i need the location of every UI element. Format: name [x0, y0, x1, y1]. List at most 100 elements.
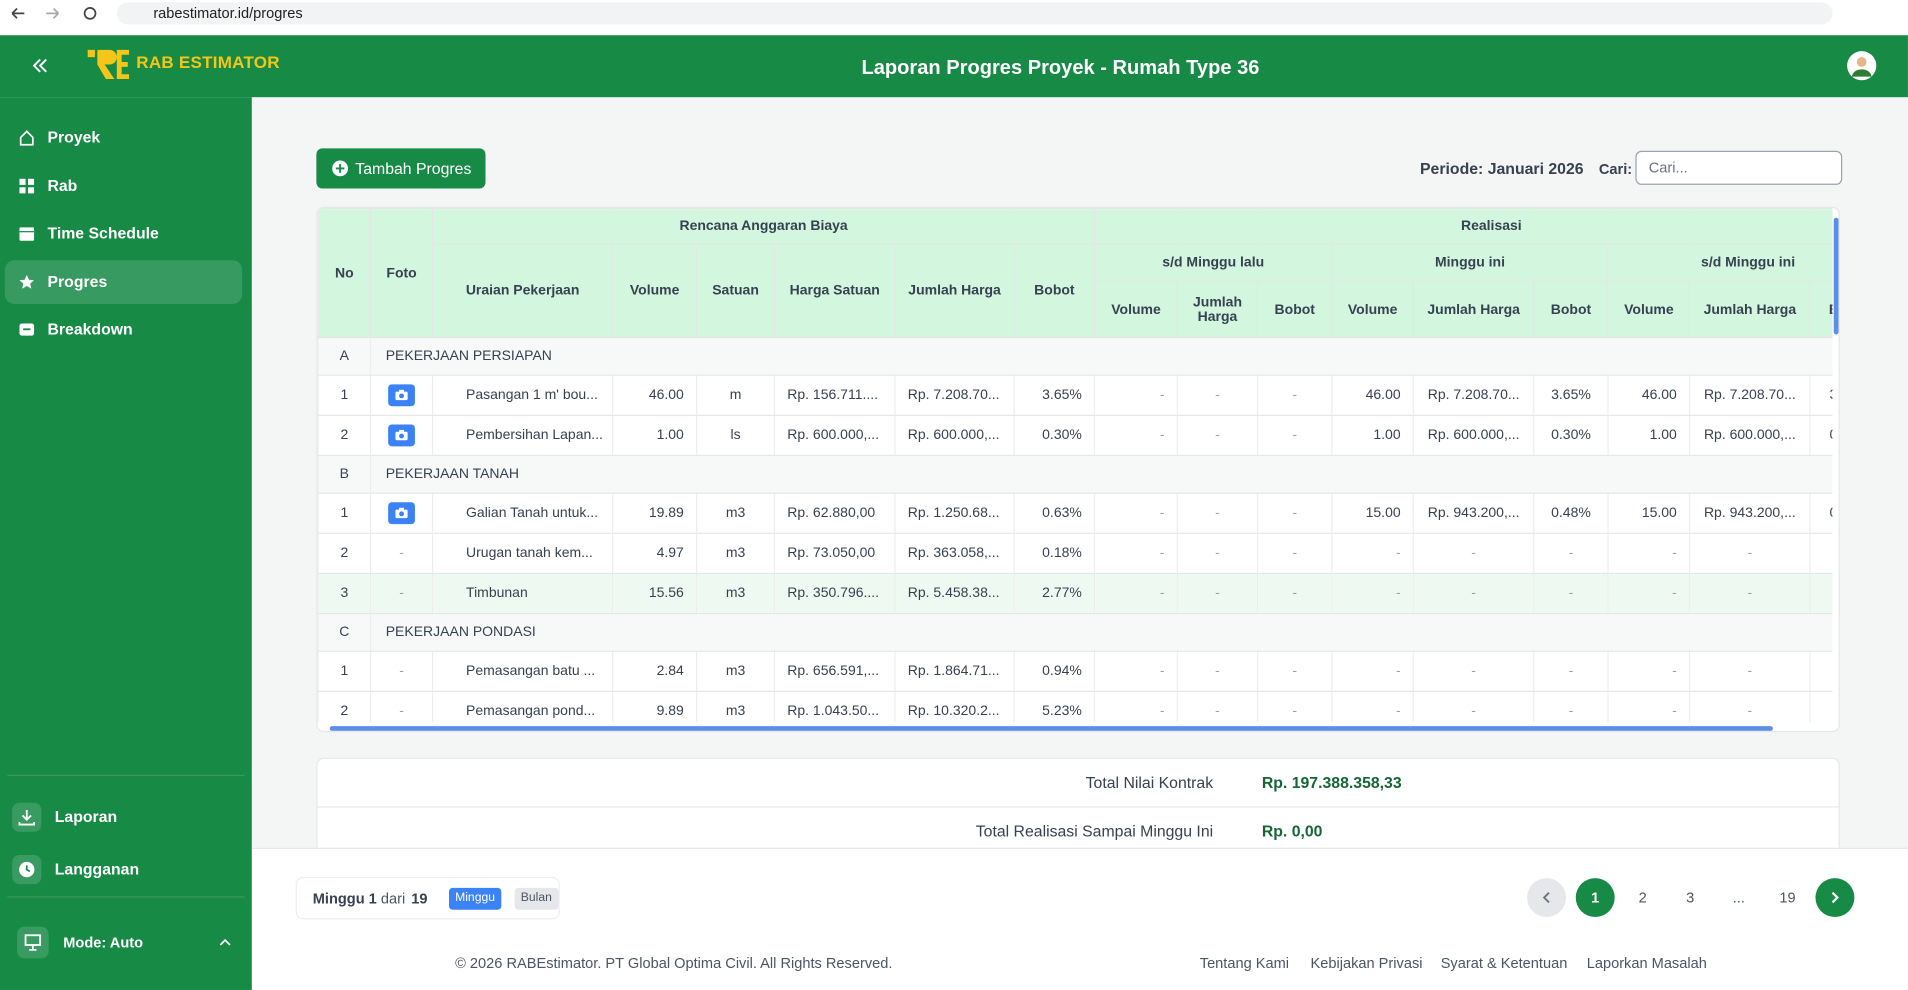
collapse-icon[interactable] — [32, 57, 49, 74]
data-cell: Rp. 1.864.71... — [894, 651, 1015, 693]
mode-toggle[interactable]: Mode: Auto — [12, 921, 249, 965]
page-button[interactable]: 19 — [1779, 889, 1796, 907]
browser-bar: rabestimator.id/progres — [0, 0, 1908, 37]
data-cell: m3 — [696, 691, 775, 723]
page-button[interactable]: ... — [1732, 889, 1745, 907]
table-head: No Foto Rencana Anggaran Biaya Realisasi Ura… — [317, 207, 1833, 339]
horizontal-scrollbar[interactable] — [329, 726, 1773, 731]
menu-label: Laporan — [54, 807, 118, 826]
menu-item[interactable]: Rab — [5, 164, 242, 208]
add-progress-button[interactable]: Tambah Progres — [316, 148, 486, 189]
footer: © 2026 RABEstimator. PT Global Optima Ci… — [251, 936, 1908, 990]
header-cell: Volume — [1093, 280, 1178, 339]
data-cell: Rp. 7.208.70... — [894, 375, 1015, 416]
menu-item[interactable]: Progres — [4, 259, 243, 304]
data-cell: - — [1176, 493, 1258, 534]
url-bar[interactable]: rabestimator.id/progres — [116, 2, 1833, 25]
data-cell: - — [1093, 375, 1178, 416]
header-cell: Jumlah Harga — [1689, 280, 1811, 339]
header-cell: Foto — [369, 207, 434, 339]
data-cell: Urugan tanah kem... — [431, 533, 613, 575]
footer-link[interactable]: Tentang Kami — [1199, 954, 1290, 972]
brand: RAB ESTIMATOR — [136, 52, 280, 72]
next-page[interactable] — [1815, 878, 1855, 918]
separator — [7, 774, 245, 776]
data-cell: - — [1412, 691, 1534, 723]
footer-link[interactable]: Kebijakan Privasi — [1310, 954, 1423, 972]
header-cell: Volume — [1331, 280, 1415, 339]
total-label: Total Nilai Kontrak — [1085, 773, 1214, 792]
item-row: 2 - Urugan tanah kem... 4.97 m3 Rp. 73.050,00… — [317, 533, 1833, 575]
header-cell: Bobot — [1533, 280, 1609, 339]
page-button[interactable]: 2 — [1638, 889, 1647, 907]
data-cell: 19.89 — [612, 493, 697, 534]
menu-item[interactable]: Langganan — [12, 848, 249, 892]
prev-page[interactable] — [1527, 878, 1567, 918]
item-row: 2 Pembersihan Lapan... 1.00 ls Rp. 600.000,.… — [317, 415, 1833, 457]
photo-cell: - — [369, 691, 433, 723]
data-cell: Timbunan — [431, 573, 613, 615]
menu-item[interactable]: Laporan — [12, 795, 249, 839]
menu-label: Rab — [47, 175, 78, 194]
camera-button[interactable] — [388, 384, 415, 407]
data-cell: Pemasangan batu ... — [431, 651, 613, 693]
data-cell: - — [1533, 691, 1609, 723]
row-number: 1 — [317, 375, 371, 416]
data-cell: - — [1176, 573, 1258, 615]
data-cell: 0.30% — [1533, 415, 1609, 457]
sidebar: Proyek Rab Time Schedule Progres Breakdown La… — [0, 97, 252, 990]
total-label: Total Realisasi Sampai Minggu Ini — [975, 822, 1214, 841]
menu-item[interactable]: Time Schedule — [5, 212, 242, 256]
data-cell: 9.89 — [612, 691, 697, 723]
camera-button[interactable] — [388, 424, 415, 447]
group-title: PEKERJAAN TANAH — [369, 455, 1833, 494]
data-cell: - — [1093, 573, 1178, 615]
menu-item[interactable]: Breakdown — [5, 308, 242, 352]
data-cell: - — [1093, 651, 1178, 693]
data-cell: Rp. 350.796.... — [773, 573, 895, 615]
header-cell: Minggu ini — [1331, 243, 1609, 283]
data-cell: - — [1257, 651, 1332, 693]
data-cell: - — [1533, 533, 1609, 575]
data-cell: 15.00 — [1607, 493, 1690, 534]
footer-link[interactable]: Laporkan Masalah — [1586, 954, 1707, 972]
data-cell: - — [1257, 691, 1332, 723]
page-button[interactable]: 1 — [1575, 878, 1615, 918]
data-cell: 2.84 — [612, 651, 697, 693]
data-cell: - — [1809, 691, 1833, 723]
data-cell: 0.30% — [1809, 415, 1833, 457]
table-scroll: No Foto Rencana Anggaran Biaya Realisasi Ura… — [317, 207, 1833, 723]
item-row: 2 - Pemasangan pond... 9.89 m3 Rp. 1.043.50..… — [317, 691, 1833, 723]
avatar[interactable] — [1846, 50, 1878, 82]
camera-button[interactable] — [388, 502, 415, 525]
menu-item[interactable]: Proyek — [5, 116, 242, 160]
vertical-scrollbar[interactable] — [1833, 217, 1839, 335]
data-cell: Rp. 1.250.68... — [894, 493, 1015, 534]
footer-link[interactable]: Syarat & Ketentuan — [1440, 954, 1568, 972]
search-input[interactable]: Cari... — [1635, 150, 1843, 185]
data-cell: 5.23% — [1013, 691, 1095, 723]
progress-table: No Foto Rencana Anggaran Biaya Realisasi Ura… — [317, 207, 1833, 723]
mode-button[interactable]: Minggu — [448, 887, 502, 910]
row-number: 3 — [317, 573, 371, 615]
separator — [7, 896, 245, 898]
data-cell: - — [1176, 415, 1258, 457]
pager-bar: Minggu 1 dari 19 Minggu Bulan 1 2 3... 19 — [251, 847, 1908, 937]
data-cell: Pemasangan pond... — [431, 691, 613, 723]
menu-label: Breakdown — [47, 319, 133, 339]
data-cell: - — [1412, 533, 1534, 575]
search-label: Cari: — [1598, 160, 1633, 178]
mode-button[interactable]: Bulan — [514, 887, 558, 910]
divider — [317, 806, 1839, 808]
page-button[interactable]: 3 — [1686, 889, 1695, 907]
chevron-right — [1831, 891, 1839, 904]
group-row: B PEKERJAAN TANAH — [317, 455, 1833, 494]
data-cell: - — [1331, 533, 1414, 575]
header-cell: Bobot — [1809, 280, 1833, 339]
of-label: dari — [380, 890, 406, 908]
data-cell: 4.97 — [612, 533, 697, 575]
header-cell: Uraian Pekerjaan — [431, 243, 614, 339]
week-label: Minggu 1 — [312, 890, 377, 908]
header-cell: Volume — [612, 243, 698, 339]
